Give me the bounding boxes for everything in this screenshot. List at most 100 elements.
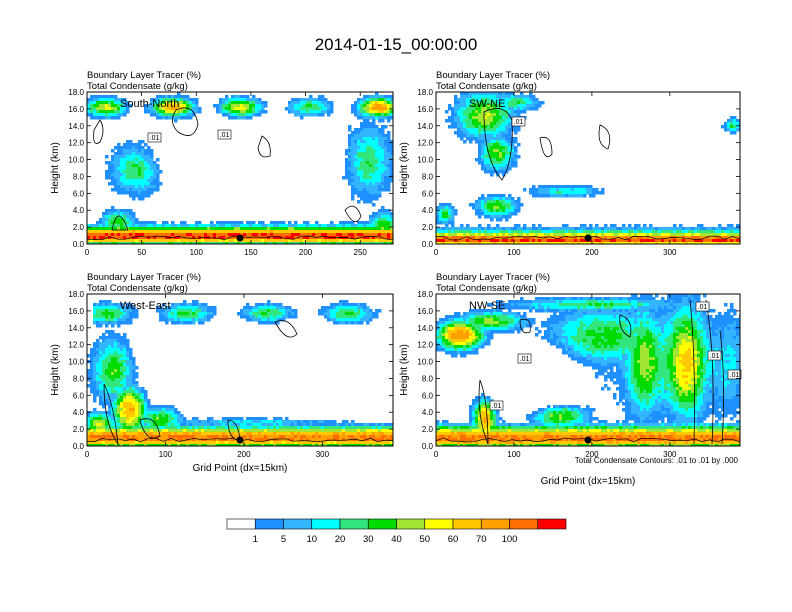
variable-label-condensate: Total Condensate (g/kg)	[87, 283, 188, 294]
variable-label-condensate: Total Condensate (g/kg)	[87, 81, 188, 92]
y-tick-label: 4.0	[422, 206, 434, 215]
variable-label-tracer: Boundary Layer Tracer (%)	[87, 70, 201, 81]
panel-south-north: .01 .01 Boundary Layer Tracer (%)Total Con…	[50, 70, 394, 257]
colorbar-swatch	[367, 518, 397, 530]
x-tick-label: 150	[244, 248, 258, 257]
contour-label: .01	[511, 116, 526, 127]
y-tick-label: 10.0	[68, 358, 84, 367]
contour-label-text: .01	[150, 135, 160, 142]
y-tick-label: 10.0	[417, 358, 433, 367]
y-tick-label: 16.0	[68, 307, 84, 316]
location-marker	[236, 436, 244, 444]
colorbar-swatch	[396, 518, 426, 530]
x-tick-label: 300	[663, 248, 677, 257]
colorbar-swatch	[254, 518, 284, 530]
y-tick-label: 14.0	[417, 122, 433, 131]
x-axis-label-left: Grid Point (dx=15km)	[193, 463, 288, 474]
y-tick-label: 16.0	[417, 105, 433, 114]
y-tick-label: 6.0	[422, 189, 434, 198]
x-tick-label: 300	[316, 450, 330, 459]
plot-frame	[435, 293, 741, 447]
y-tick-label: 0.0	[73, 442, 85, 451]
colorbar-swatch	[311, 518, 341, 530]
contour-label-text: .01	[710, 353, 720, 360]
x-tick-label: 100	[507, 450, 521, 459]
y-axis-label: Height (km)	[399, 344, 410, 396]
bottom-notes: Total Condensate Contours: .01 to .01 by…	[193, 456, 739, 487]
y-tick-label: 6.0	[73, 189, 85, 198]
panel-nw-se: .01 .01 .01 .01 .01 Boundary Layer Tracer (%)…	[399, 272, 742, 459]
y-tick-label: 18.0	[417, 290, 433, 299]
panel-name: South-North	[120, 98, 179, 110]
variable-label-tracer: Boundary Layer Tracer (%)	[436, 70, 550, 81]
y-tick-label: 4.0	[73, 408, 85, 417]
contour-note: Total Condensate Contours: .01 to .01 by…	[575, 456, 739, 465]
plot-frame	[86, 91, 394, 245]
y-tick-label: 18.0	[417, 88, 433, 97]
colorbar-label: 40	[391, 534, 402, 545]
y-tick-label: 12.0	[417, 341, 433, 350]
colorbar-swatch	[480, 518, 510, 530]
y-axis-label: Height (km)	[399, 142, 410, 194]
y-tick-label: 14.0	[68, 324, 84, 333]
contour-label-text: .01	[220, 132, 230, 139]
x-tick-label: 300	[663, 450, 677, 459]
contour-label-text: .01	[514, 119, 524, 126]
tracer-field	[87, 92, 393, 244]
colorbar-label: 1	[253, 534, 258, 545]
colorbar-label: 100	[502, 534, 518, 545]
y-axis-label: Height (km)	[50, 344, 61, 396]
y-tick-label: 14.0	[68, 122, 84, 131]
variable-label-condensate: Total Condensate (g/kg)	[436, 81, 537, 92]
location-marker	[584, 234, 592, 242]
y-tick-label: 14.0	[417, 324, 433, 333]
y-axis-label: Height (km)	[50, 142, 61, 194]
plot-frame	[86, 293, 394, 447]
y-tick-label: 12.0	[417, 139, 433, 148]
panel-west-east: Boundary Layer Tracer (%)Total Condensat…	[50, 272, 394, 459]
panel-sw-ne: .01 Boundary Layer Tracer (%)Total Conden…	[399, 70, 741, 257]
y-tick-label: 8.0	[422, 374, 434, 383]
contour-label: .01	[217, 129, 232, 140]
y-tick-label: 10.0	[68, 156, 84, 165]
contour-label: .01	[517, 353, 532, 364]
y-tick-label: 18.0	[68, 88, 84, 97]
y-tick-label: 18.0	[68, 290, 84, 299]
panel-name: West-East	[120, 300, 171, 312]
colorbar-swatch	[339, 518, 369, 530]
x-tick-label: 200	[237, 450, 251, 459]
colorbar-swatch	[424, 518, 454, 530]
y-tick-label: 12.0	[68, 341, 84, 350]
x-tick-label: 0	[434, 450, 439, 459]
contour-label: .01	[695, 301, 710, 312]
y-tick-label: 16.0	[68, 105, 84, 114]
y-tick-label: 0.0	[422, 442, 434, 451]
colorbar-label: 5	[281, 534, 286, 545]
colorbar-swatch	[452, 518, 482, 530]
y-tick-label: 2.0	[422, 425, 434, 434]
contour-label-text: .01	[520, 356, 530, 363]
y-tick-label: 8.0	[73, 374, 85, 383]
colorbar: 1 5 10 20 30 40 50 60 70 100	[226, 518, 567, 545]
colorbar-label: 60	[448, 534, 459, 545]
y-tick-label: 0.0	[73, 240, 85, 249]
contour-label: .01	[147, 132, 162, 143]
contour-label: .01	[707, 350, 722, 361]
y-tick-label: 6.0	[73, 391, 85, 400]
y-tick-label: 8.0	[73, 172, 85, 181]
contour-label: .01	[489, 400, 504, 411]
x-tick-label: 50	[137, 248, 146, 257]
plot-frame	[435, 91, 741, 245]
colorbar-label: 50	[419, 534, 430, 545]
x-tick-label: 200	[585, 450, 599, 459]
x-tick-label: 100	[159, 450, 173, 459]
panel-name: SW-NE	[469, 98, 505, 110]
y-tick-label: 2.0	[73, 425, 85, 434]
y-tick-label: 4.0	[422, 408, 434, 417]
x-tick-label: 200	[299, 248, 313, 257]
x-tick-label: 0	[85, 450, 90, 459]
colorbar-swatch	[226, 518, 256, 530]
location-marker	[236, 234, 244, 242]
